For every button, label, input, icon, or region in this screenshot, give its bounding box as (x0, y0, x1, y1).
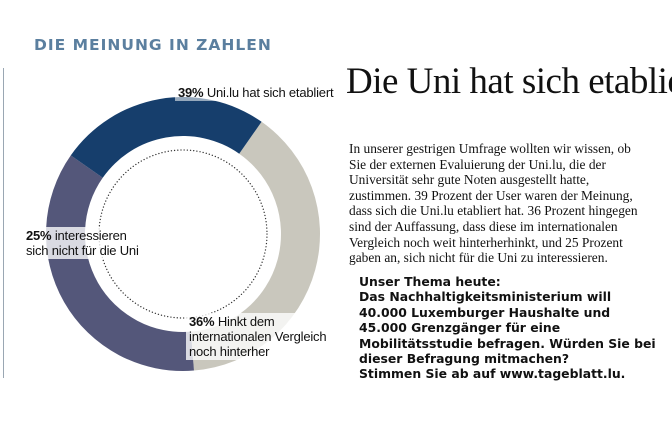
slice-percent: 39% (178, 85, 204, 100)
slice-percent: 25% (26, 228, 52, 243)
slice-text: interessieren sich nicht für die Uni (26, 228, 139, 258)
slice-text: Uni.lu hat sich etabliert (206, 85, 334, 100)
promo-line-2: Das Nachhaltigkeitsministerium will 40.0… (359, 289, 656, 367)
section-kicker: DIE MEINUNG IN ZAHLEN (34, 36, 272, 54)
article-body: In unserer gestrigen Umfrage wollten wir… (349, 141, 638, 266)
headline: Die Uni hat sich etabliert (346, 61, 672, 102)
donut-slice-25 (70, 96, 262, 178)
promo-link[interactable]: Stimmen Sie ab auf www.tageblatt.lu. (359, 366, 626, 382)
slice-label-25: 25% interessieren sich nicht für die Uni (24, 227, 152, 259)
promo-line-1: Unser Thema heute: (359, 274, 501, 289)
frame-line (3, 68, 4, 378)
slice-label-36: 36% Hinkt dem internationalen Vergleich … (186, 313, 340, 360)
promo-box: Unser Thema heute: Das Nachhaltigkeitsmi… (359, 274, 659, 382)
slice-text: Hinkt dem internationalen Vergleich noch… (189, 314, 327, 359)
slice-label-39: 39% Uni.lu hat sich etabliert (175, 84, 337, 101)
donut-slice-36 (45, 155, 194, 372)
inner-dotted-ring (98, 149, 268, 319)
donut-slice-39 (190, 121, 321, 371)
donut-slices (45, 96, 321, 372)
slice-percent: 36% (189, 314, 215, 329)
